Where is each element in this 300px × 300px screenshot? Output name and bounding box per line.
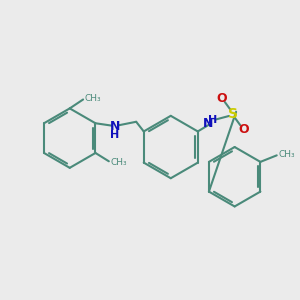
Text: N: N	[110, 120, 120, 133]
Text: O: O	[216, 92, 226, 105]
Text: H: H	[208, 115, 217, 124]
Text: O: O	[238, 123, 249, 136]
Text: CH₃: CH₃	[278, 150, 295, 159]
Text: CH₃: CH₃	[85, 94, 101, 103]
Text: CH₃: CH₃	[110, 158, 127, 167]
Text: H: H	[110, 130, 119, 140]
Text: N: N	[202, 117, 213, 130]
Text: S: S	[227, 106, 238, 121]
